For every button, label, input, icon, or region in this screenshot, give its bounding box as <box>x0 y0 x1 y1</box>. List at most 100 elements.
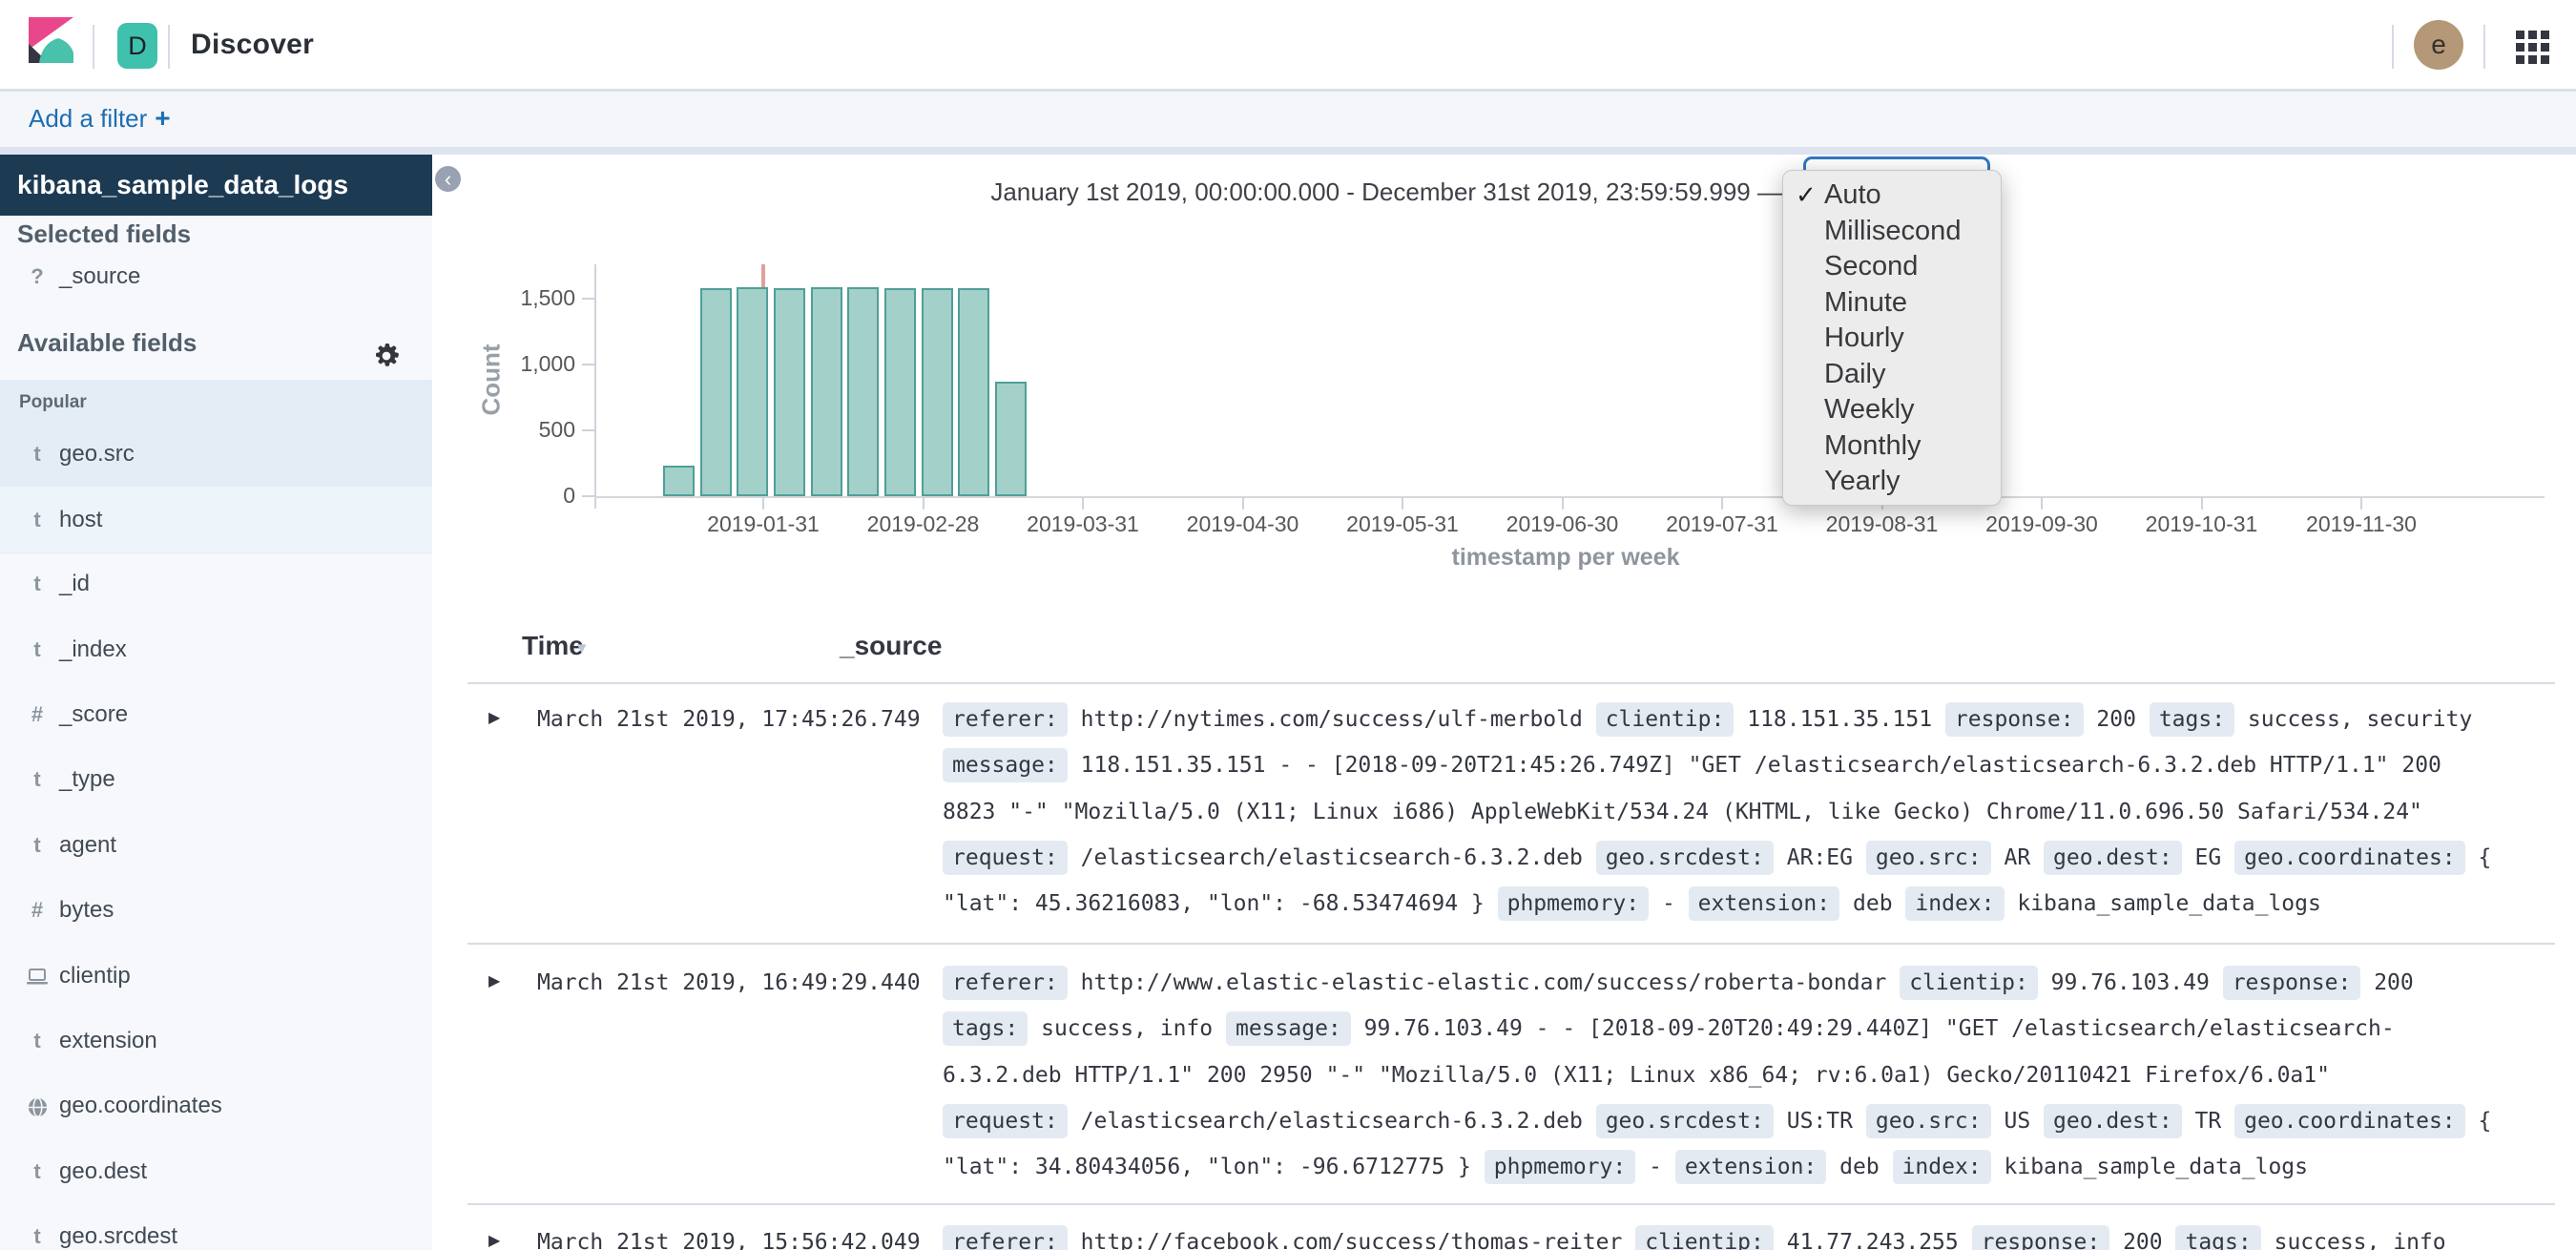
histogram-bar[interactable] <box>995 382 1027 496</box>
interval-option-label: Millisecond <box>1824 215 1962 246</box>
x-tick-mark <box>1721 497 1723 510</box>
field-item-extension[interactable]: t extension <box>0 1009 432 1073</box>
field-item-bytes[interactable]: # bytes <box>0 878 432 943</box>
field-item-geo.coordinates[interactable]: geo.coordinates <box>0 1073 432 1138</box>
histogram-bar[interactable] <box>884 288 916 496</box>
popular-fields-section: Popular t geo.src t host <box>0 380 432 553</box>
field-value-text: deb <box>1853 891 1893 917</box>
field-value-text: 200 <box>2123 1230 2163 1250</box>
topbar-divider <box>2483 25 2485 69</box>
expand-row-button[interactable]: ▶ <box>488 1233 501 1249</box>
field-value-text: EG <box>2194 844 2222 870</box>
field-value-text: deb <box>1839 1155 1880 1180</box>
popular-heading: Popular <box>19 392 87 412</box>
field-name-chip: phpmemory: <box>1497 886 1650 922</box>
field-item-clientip[interactable]: clientip <box>0 943 432 1008</box>
user-avatar[interactable]: e <box>2414 20 2463 70</box>
time-column-header[interactable]: Time <box>522 631 584 660</box>
topbar-divider <box>168 25 170 69</box>
interval-option-monthly[interactable]: Monthly <box>1783 428 2001 465</box>
field-value-text: 8823 "-" "Mozilla/5.0 (X11; Linux i686) … <box>943 799 2422 824</box>
row-source-cell: referer: http://www.elastic-elastic-elas… <box>943 960 2565 1190</box>
field-name-chip: extension: <box>1688 886 1840 922</box>
row-source-cell: referer: http://nytimes.com/success/ulf-… <box>943 697 2565 927</box>
field-item-geo.dest[interactable]: t geo.dest <box>0 1139 432 1204</box>
topbar-divider <box>2392 25 2394 69</box>
histogram-bar[interactable] <box>958 288 989 496</box>
field-value-text: - <box>1661 891 1675 917</box>
field-item-_index[interactable]: t _index <box>0 616 432 681</box>
field-item-_source[interactable]: ? _source <box>0 253 432 301</box>
field-item-agent[interactable]: t agent <box>0 813 432 878</box>
interval-option-label: Weekly <box>1824 394 1915 426</box>
kibana-logo-icon[interactable] <box>29 17 73 65</box>
field-value-text: AR:EG <box>1786 844 1853 870</box>
histogram-bar[interactable] <box>847 287 879 496</box>
interval-option-minute[interactable]: Minute <box>1783 285 2001 322</box>
field-item-_score[interactable]: # _score <box>0 682 432 747</box>
popular-fields-list: t geo.src t host <box>0 422 432 552</box>
field-item-_id[interactable]: t _id <box>0 552 432 616</box>
topbar-divider <box>93 25 94 69</box>
expand-row-button[interactable]: ▶ <box>488 973 501 990</box>
field-item-geo.srcdest[interactable]: t geo.srcdest <box>0 1204 432 1250</box>
x-tick-mark <box>2041 497 2043 510</box>
field-item-host[interactable]: t host <box>0 487 432 552</box>
x-tick-label: 2019-11-30 <box>2306 511 2417 536</box>
field-name-chip: phpmemory: <box>1484 1150 1636 1185</box>
histogram-bar[interactable] <box>700 288 732 496</box>
field-item-_type[interactable]: t _type <box>0 747 432 812</box>
histogram-bar[interactable] <box>922 288 953 496</box>
interval-option-yearly[interactable]: Yearly <box>1783 464 2001 500</box>
field-name-chip: index: <box>1905 886 2005 922</box>
plus-icon: + <box>155 103 171 133</box>
add-filter-label: Add a filter <box>29 104 148 133</box>
interval-option-millisecond[interactable]: Millisecond <box>1783 214 2001 250</box>
interval-option-second[interactable]: Second <box>1783 249 2001 285</box>
field-name: geo.src <box>59 441 135 468</box>
filter-bar <box>0 91 2576 148</box>
table-row-divider <box>467 1203 2555 1205</box>
field-name-chip: geo.coordinates: <box>2234 840 2465 875</box>
add-filter-button[interactable]: Add a filter + <box>29 103 171 134</box>
interval-option-auto[interactable]: ✓ Auto <box>1783 177 2001 214</box>
field-item-geo.src[interactable]: t geo.src <box>0 422 432 487</box>
field-value-text: /elasticsearch/elasticsearch-6.3.2.deb <box>1080 844 1583 870</box>
field-name: _score <box>59 700 129 727</box>
apps-menu-icon[interactable] <box>2516 31 2549 64</box>
source-line: 6.3.2.deb HTTP/1.1" 200 2950 "-" "Mozill… <box>943 1052 2565 1098</box>
interval-option-label: Second <box>1824 251 1919 282</box>
collapse-sidebar-button[interactable]: ‹ <box>435 166 461 192</box>
field-name: clientip <box>59 962 131 989</box>
field-name-chip: referer: <box>943 1225 1068 1250</box>
field-value-text: success, info <box>1041 1016 1214 1042</box>
source-line: referer: http://facebook.com/success/tho… <box>943 1219 2565 1250</box>
source-line: referer: http://www.elastic-elastic-elas… <box>943 960 2565 1006</box>
source-line: request: /elasticsearch/elasticsearch-6.… <box>943 835 2565 881</box>
source-line: message: 118.151.35.151 - - [2018-09-20T… <box>943 742 2565 788</box>
x-tick-mark <box>922 497 924 510</box>
histogram-bar[interactable] <box>774 288 805 496</box>
index-pattern-selector[interactable]: kibana_sample_data_logs <box>0 155 432 216</box>
x-tick-label: 2019-06-30 <box>1506 511 1619 536</box>
source-line: "lat": 34.80434056, "lon": -96.6712775 }… <box>943 1144 2565 1190</box>
interval-option-daily[interactable]: Daily <box>1783 357 2001 393</box>
space-badge[interactable]: D <box>117 23 157 69</box>
field-value-text: http://facebook.com/success/thomas-reite… <box>1080 1230 1623 1250</box>
field-settings-gear-icon[interactable] <box>372 342 401 370</box>
field-value-text: "lat": 34.80434056, "lon": -96.6712775 } <box>943 1155 1471 1180</box>
field-value-text: TR <box>2194 1108 2222 1134</box>
field-type-icon: # <box>31 898 44 923</box>
top-navigation-bar: D Discover e <box>0 0 2576 91</box>
interval-option-weekly[interactable]: Weekly <box>1783 392 2001 428</box>
histogram-bar[interactable] <box>737 287 768 496</box>
interval-option-hourly[interactable]: Hourly <box>1783 321 2001 357</box>
field-value-text: 200 <box>2096 707 2136 732</box>
y-tick-mark <box>582 429 594 431</box>
histogram-bar[interactable] <box>663 466 695 496</box>
field-name-chip: referer: <box>943 702 1068 737</box>
histogram-bar[interactable] <box>811 287 842 496</box>
sort-descending-icon[interactable]: ▾ <box>577 638 587 658</box>
expand-row-button[interactable]: ▶ <box>488 710 501 726</box>
